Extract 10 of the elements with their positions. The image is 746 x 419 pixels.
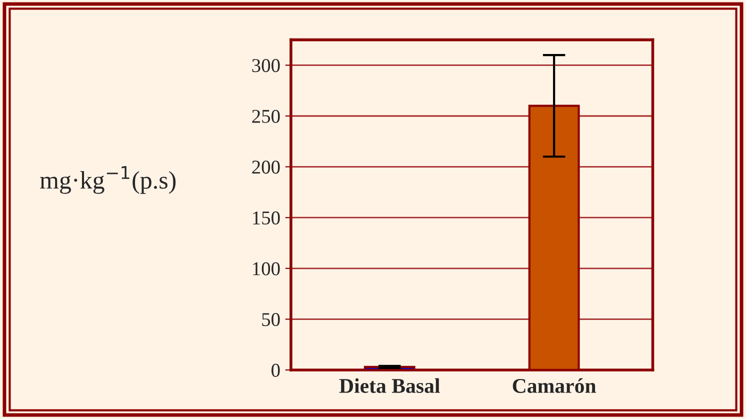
y-tick-label: 150 <box>253 211 280 225</box>
y-tick-label: 100 <box>253 262 280 276</box>
y-tick-label: 50 <box>262 312 280 326</box>
y-axis-title: mg·kg$^{−1}$(p.s) <box>40 166 176 194</box>
y-tick-label: 0 <box>272 364 280 377</box>
x-tick-label: Camarón <box>512 378 596 393</box>
x-tick-label: Dieta Basal <box>339 378 440 393</box>
y-tick-label: 200 <box>252 160 280 174</box>
y-tick-label: 300 <box>252 59 280 72</box>
y-tick-label: 250 <box>252 110 280 123</box>
